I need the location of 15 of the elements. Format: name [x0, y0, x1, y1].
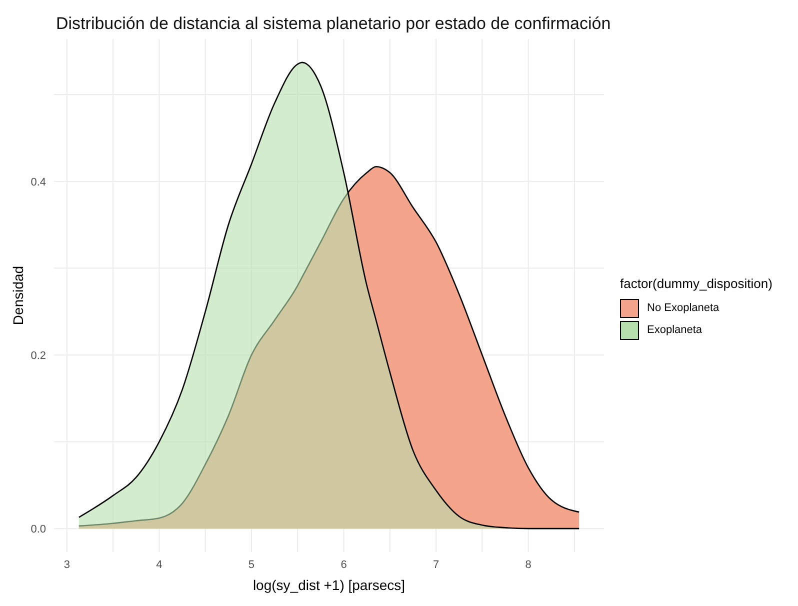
legend-label: Exoplaneta — [647, 324, 702, 336]
y-tick-label: 0.4 — [30, 176, 46, 188]
y-tick-label: 0.0 — [30, 523, 46, 536]
x-tick-label: 5 — [248, 558, 255, 571]
y-axis-title: Densidad — [10, 266, 26, 326]
legend-label: No Exoplaneta — [647, 302, 720, 314]
x-tick-label: 3 — [64, 558, 70, 571]
x-tick-label: 4 — [156, 558, 162, 571]
x-tick-label: 8 — [525, 558, 532, 571]
x-axis-title: log(sy_dist +1) [parsecs] — [252, 577, 406, 593]
x-tick-label: 7 — [432, 558, 440, 571]
chart-title: Distribución de distancia al sistema planetario por estado de confirmación — [56, 14, 611, 34]
legend-title: factor(dummy_disposition) — [620, 276, 772, 291]
y-tick-label: 0.2 — [30, 350, 46, 362]
x-tick-label: 6 — [340, 558, 347, 571]
